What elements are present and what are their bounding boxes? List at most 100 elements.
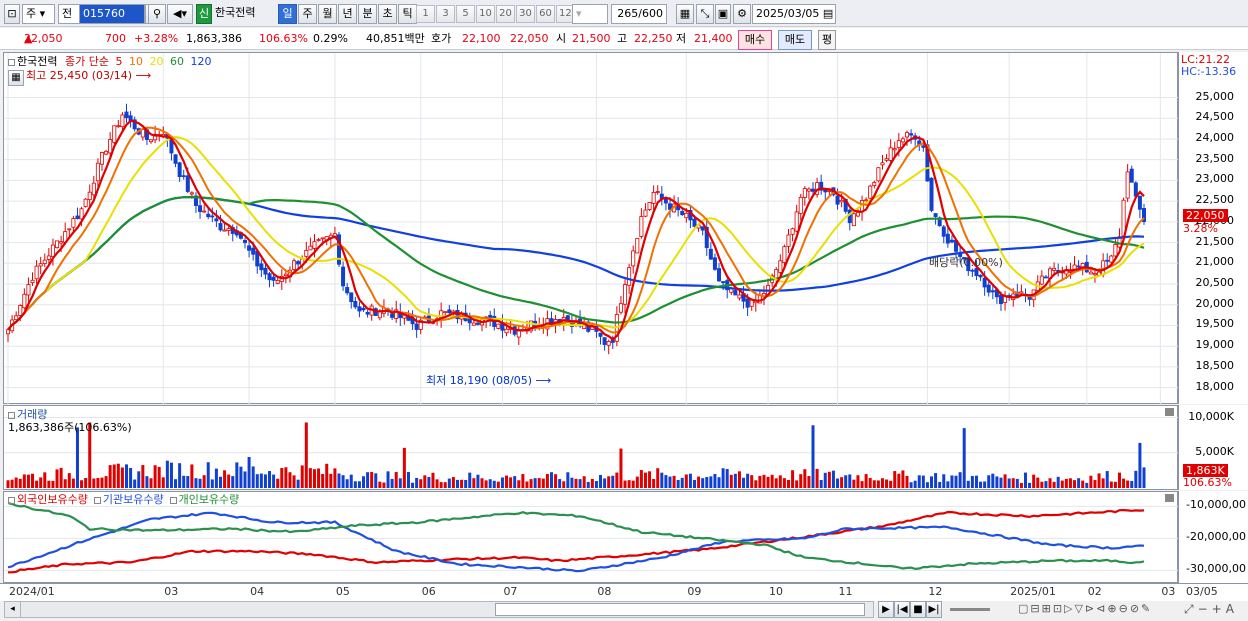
volume-bar: [174, 479, 178, 488]
volume-bar: [885, 479, 889, 488]
volume-bar: [390, 478, 394, 488]
eval-button[interactable]: 평: [818, 30, 836, 50]
interval-button-3[interactable]: 3: [436, 5, 455, 23]
candle-body: [627, 267, 632, 286]
sell-button[interactable]: 매도: [778, 30, 812, 50]
volume-bar: [178, 463, 182, 488]
interval-button-5[interactable]: 5: [456, 5, 475, 23]
magnifier-icon[interactable]: ⚲: [148, 4, 166, 24]
volume-bar: [517, 480, 521, 488]
stop-icon[interactable]: ■: [910, 601, 926, 618]
volume-bar: [925, 482, 929, 488]
scroll-thumb[interactable]: [495, 603, 865, 616]
tab-period-1[interactable]: 주: [298, 4, 317, 24]
calendar-icon[interactable]: ▦: [8, 70, 24, 86]
holdings-chart-pane[interactable]: 외국인보유수량 기관보유수량 개인보유수량: [3, 491, 1179, 583]
grid-icon[interactable]: ▦: [676, 4, 694, 24]
volume-bar: [51, 480, 55, 488]
crosshair-icon[interactable]: ⤡: [696, 4, 714, 24]
volume-bar: [513, 476, 517, 488]
last-rate-tag: 3.28%: [1183, 222, 1218, 235]
gear-icon[interactable]: ⚙: [733, 4, 751, 24]
zoom-slider[interactable]: [950, 608, 990, 611]
last-page-icon[interactable]: ▶|: [926, 601, 942, 618]
candle-body: [847, 209, 852, 224]
volume-bar: [521, 474, 525, 488]
candle-body: [447, 309, 452, 314]
interval-button-10[interactable]: 10: [476, 5, 495, 23]
volume-bar: [157, 466, 161, 488]
volume-chart-pane[interactable]: 거래량 1,863,386주(106.63%): [3, 405, 1179, 490]
tab-period-6[interactable]: 틱: [398, 4, 417, 24]
interval-button-60[interactable]: 60: [536, 5, 555, 23]
candle-body: [14, 315, 19, 321]
first-page-icon[interactable]: |◀: [894, 601, 910, 618]
volume-bar: [958, 472, 962, 488]
candle-body: [361, 307, 366, 311]
candle-body: [247, 245, 252, 251]
interval-button-1[interactable]: 1: [416, 5, 435, 23]
tab-period-0[interactable]: 일: [278, 4, 297, 24]
volume-bar: [660, 472, 664, 488]
volume-bar: [39, 477, 43, 488]
scroll-right-icon[interactable]: ▶: [878, 601, 894, 618]
volume-bar: [35, 480, 39, 488]
save-icon[interactable]: ▣: [715, 4, 731, 24]
volume-bar: [1048, 478, 1052, 488]
date-input[interactable]: 2025/03/05 ▤: [752, 4, 836, 24]
candle-body: [308, 245, 313, 251]
volume-bar: [799, 474, 803, 488]
volume-bar: [1134, 470, 1138, 488]
volume-bar: [18, 478, 22, 488]
calendar-icon[interactable]: ▤: [822, 7, 834, 20]
checkbox-icon[interactable]: [93, 496, 101, 504]
price-chart-pane[interactable]: 한국전력 종가 단순 5 10 20 60 120 ▦ 최고 25,450 (0…: [3, 52, 1179, 405]
scroll-left-icon[interactable]: ◂: [5, 602, 21, 617]
credit-badge: 신: [196, 4, 212, 24]
checkbox-icon[interactable]: [169, 496, 177, 504]
volume-bar: [729, 474, 733, 488]
tab-period-3[interactable]: 년: [338, 4, 357, 24]
zoom-icons[interactable]: ⤢−+A: [1184, 602, 1238, 616]
volume-bar: [962, 428, 966, 488]
horizontal-scrollbar[interactable]: ◂: [4, 601, 874, 618]
interval-button-20[interactable]: 20: [496, 5, 515, 23]
candle-body: [970, 269, 975, 272]
checkbox-icon[interactable]: [8, 58, 15, 66]
scope-button[interactable]: 전: [58, 4, 80, 24]
volume-bar: [263, 474, 267, 488]
chart-tool-icons[interactable]: ▢⊟⊞⊡▷▽⊳⊲⊕⊖⊘✎: [1018, 602, 1153, 615]
scope-label: 전: [62, 7, 73, 20]
close-icon[interactable]: [1165, 408, 1174, 416]
volume-bar: [431, 472, 435, 488]
stock-code-input[interactable]: 015760: [79, 4, 145, 24]
candle-body: [75, 215, 80, 220]
tab-period-2[interactable]: 월: [318, 4, 337, 24]
window-icon[interactable]: ⊡: [4, 4, 20, 24]
holdings-legend-2: 개인보유수량: [178, 493, 240, 506]
volume-bar: [357, 481, 361, 488]
tab-period-4[interactable]: 분: [358, 4, 377, 24]
interval-input[interactable]: ▾: [572, 4, 608, 24]
candle-body: [835, 195, 840, 205]
candle-body: [868, 185, 873, 199]
checkbox-icon[interactable]: [8, 411, 15, 419]
candle-body: [876, 167, 881, 182]
volume-bar: [243, 471, 247, 488]
market-select[interactable]: 주 ▾: [22, 4, 55, 24]
volume-bar: [782, 478, 786, 488]
speaker-icon[interactable]: ◀▾: [167, 4, 193, 24]
tab-period-5[interactable]: 초: [378, 4, 397, 24]
volume-bar: [1126, 480, 1130, 488]
volume-bar: [611, 475, 615, 488]
checkbox-icon[interactable]: [8, 496, 15, 504]
range-input[interactable]: 265/600: [611, 4, 667, 24]
interval-button-30[interactable]: 30: [516, 5, 535, 23]
volume-bar: [680, 477, 684, 488]
candle-body: [222, 229, 227, 232]
volume-bar: [656, 468, 660, 488]
high-price: 22,250: [634, 32, 673, 45]
buy-button[interactable]: 매수: [738, 30, 772, 50]
close-icon[interactable]: [1165, 494, 1174, 502]
candle-body: [745, 298, 750, 308]
